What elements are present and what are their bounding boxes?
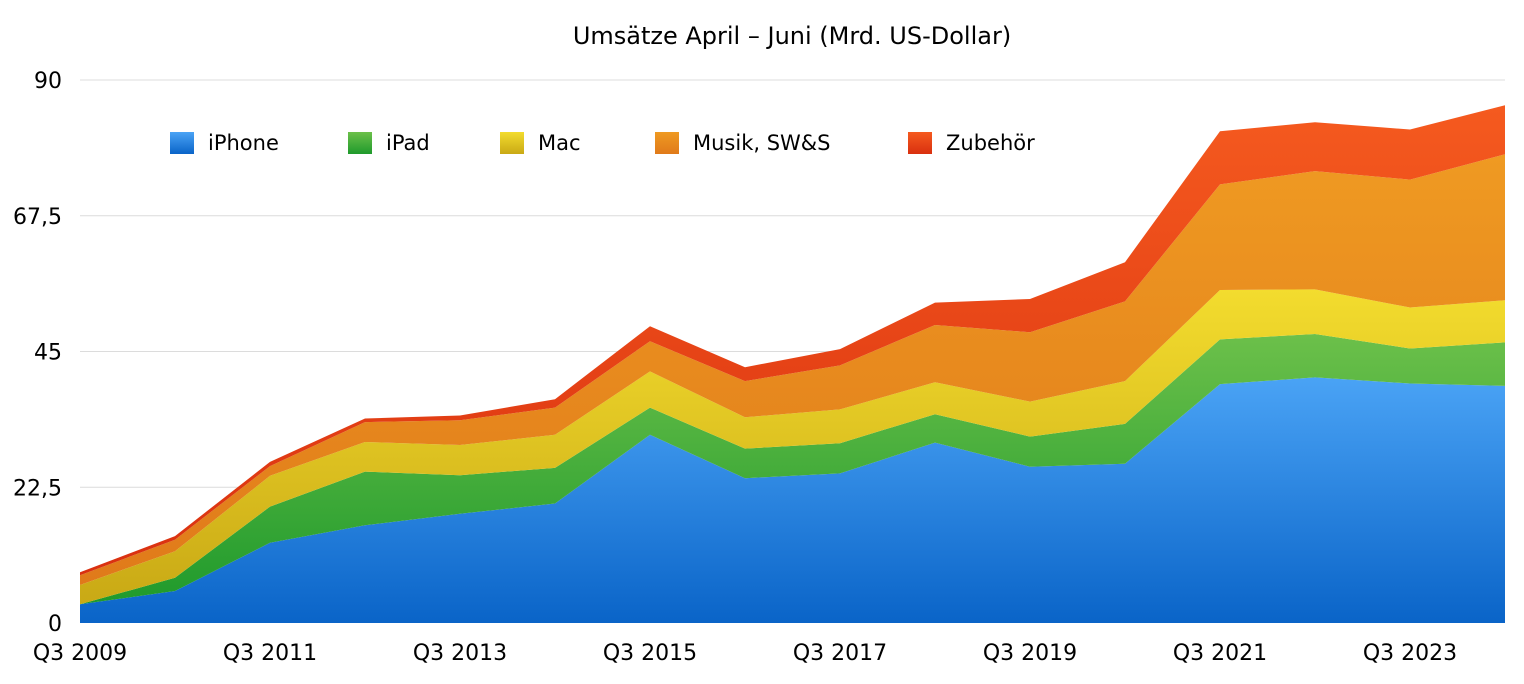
x-tick-label: Q3 2009 <box>33 641 127 666</box>
x-tick-label: Q3 2019 <box>983 641 1077 666</box>
legend-swatch <box>908 132 932 154</box>
legend-swatch <box>348 132 372 154</box>
y-tick-label: 67,5 <box>13 205 62 230</box>
legend-item: Mac <box>500 131 581 155</box>
legend-item: Musik, SW&S <box>655 131 831 155</box>
y-tick-label: 45 <box>34 341 62 366</box>
series-area-iphone <box>80 377 1505 623</box>
y-tick-label: 22,5 <box>13 476 62 501</box>
legend-label: Zubehör <box>946 131 1035 155</box>
legend-swatch <box>500 132 524 154</box>
legend-swatch <box>655 132 679 154</box>
x-tick-label: Q3 2017 <box>793 641 887 666</box>
legend-swatch <box>170 132 194 154</box>
y-tick-label: 90 <box>34 69 62 94</box>
x-tick-label: Q3 2021 <box>1173 641 1267 666</box>
x-tick-label: Q3 2013 <box>413 641 507 666</box>
legend-item: iPhone <box>170 131 279 155</box>
series-area-zubeh-r <box>80 105 1505 576</box>
legend-label: Mac <box>538 131 581 155</box>
legend-label: iPhone <box>208 131 279 155</box>
series-areas <box>80 105 1505 623</box>
x-tick-label: Q3 2011 <box>223 641 317 666</box>
x-tick-label: Q3 2023 <box>1363 641 1457 666</box>
x-tick-label: Q3 2015 <box>603 641 697 666</box>
legend-label: Musik, SW&S <box>693 131 831 155</box>
chart-title: Umsätze April – Juni (Mrd. US-Dollar) <box>573 22 1011 50</box>
legend: iPhone iPad Mac Musik, SW&S Zubehör <box>170 131 1035 155</box>
series-area-musik-sw-s <box>80 154 1505 585</box>
y-tick-label: 0 <box>48 612 62 637</box>
x-axis: Q3 2009 Q3 2011 Q3 2013 Q3 2015 Q3 2017 Q3 20… <box>33 641 1457 666</box>
series-area-mac <box>80 289 1505 605</box>
legend-label: iPad <box>386 131 430 155</box>
legend-item: Zubehör <box>908 131 1035 155</box>
legend-item: iPad <box>348 131 430 155</box>
series-area-ipad <box>80 334 1505 605</box>
y-axis: 0 22,5 45 67,5 90 <box>13 69 62 637</box>
